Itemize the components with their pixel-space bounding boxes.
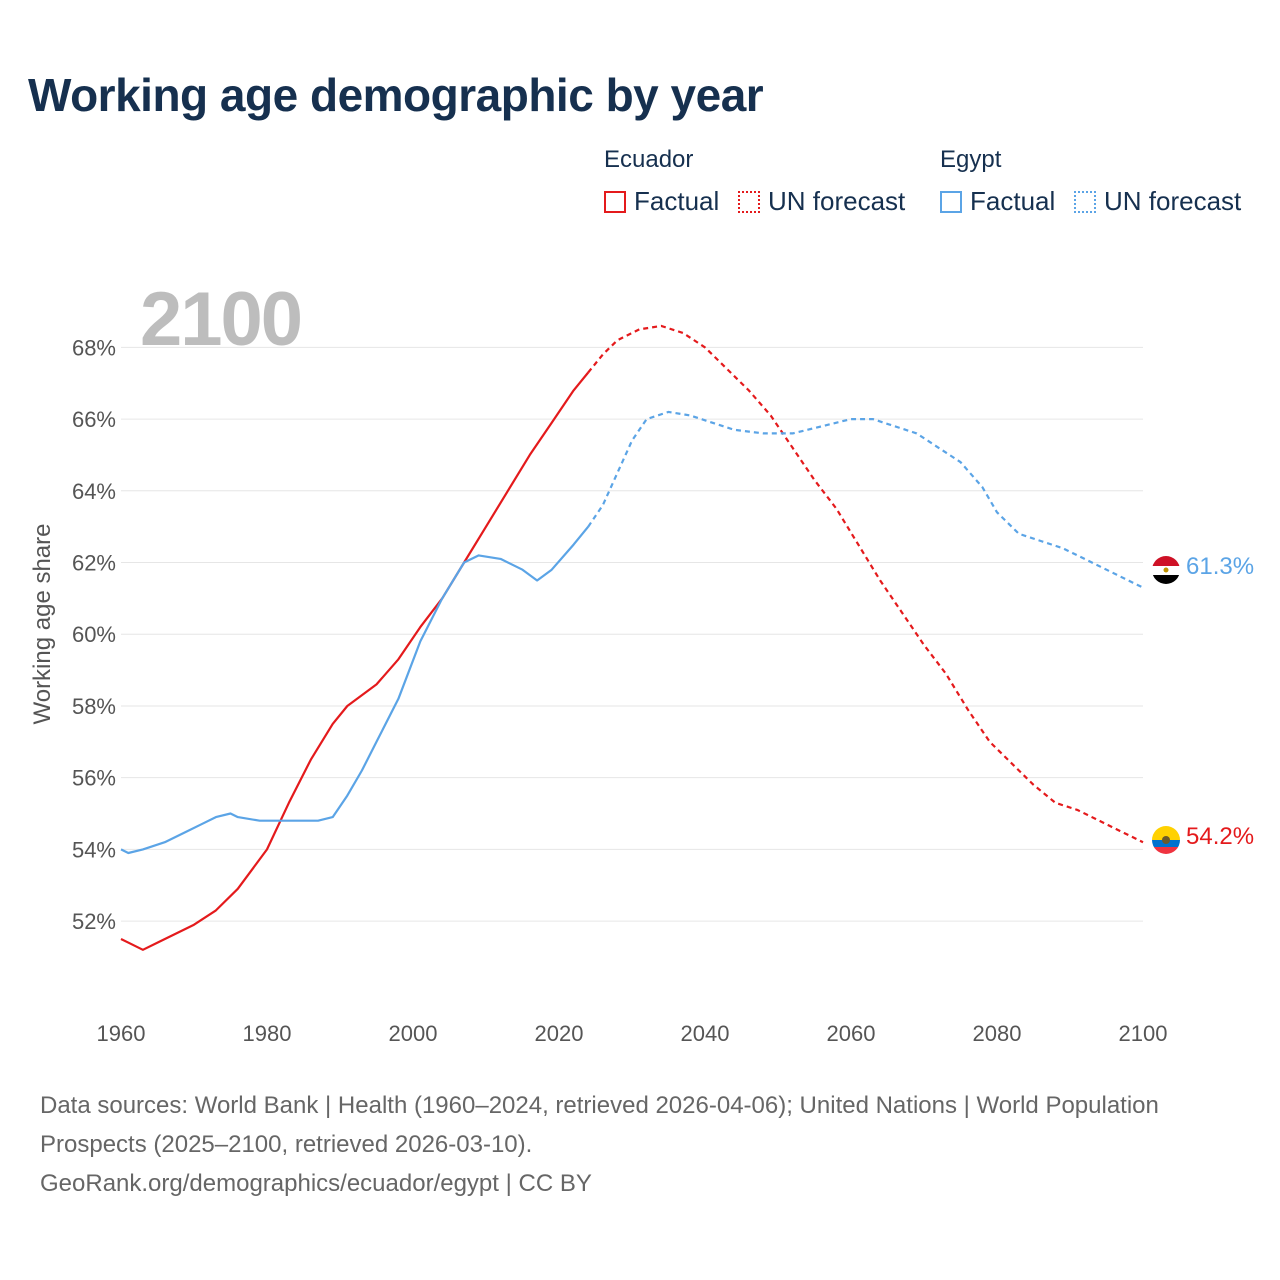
legend-ecuador-forecast-label: UN forecast [768, 186, 906, 216]
ecuador-forecast-line [587, 324, 1144, 844]
legend-ecuador-factual-label: Factual [634, 186, 720, 216]
credit-link[interactable]: GeoRank.org/demographics/ecuador/egypt |… [40, 1170, 592, 1197]
x-tick-label: 2020 [535, 1021, 584, 1046]
legend-group-ecuador: Ecuador [604, 146, 694, 173]
legend-swatch-dotted-icon [1074, 190, 1096, 213]
legend-egypt-factual[interactable]: Factual [940, 186, 1055, 217]
y-tick-label: 60% [72, 622, 116, 647]
series-lines [120, 324, 1144, 951]
y-tick-label: 58% [72, 694, 116, 719]
y-tick-label: 68% [72, 335, 116, 360]
x-tick-label: 2080 [973, 1021, 1022, 1046]
y-tick-label: 62% [72, 551, 116, 576]
x-tick-label: 1980 [243, 1021, 292, 1046]
legend-egypt-forecast[interactable]: UN forecast [1074, 186, 1241, 217]
chart-title: Working age demographic by year [28, 69, 764, 121]
legend-swatch-dotted-icon [738, 190, 760, 213]
legend-group-egypt: Egypt [940, 146, 1002, 173]
legend-egypt-forecast-label: UN forecast [1104, 186, 1242, 216]
y-tick-label: 52% [72, 909, 116, 934]
x-tick-label: 1960 [97, 1021, 146, 1046]
x-tick-label: 2060 [827, 1021, 876, 1046]
ecuador-end-value: 54.2% [1186, 823, 1255, 850]
year-display: 2100 [140, 277, 303, 362]
legend-egypt-factual-label: Factual [970, 186, 1056, 216]
y-tick-label: 56% [72, 766, 116, 791]
egypt-forecast-line [587, 410, 1144, 589]
x-axis-ticks: 1960 1980 2000 2020 2040 2060 2080 2100 [97, 1021, 1168, 1046]
egypt-flag-icon [1152, 556, 1180, 584]
egypt-factual-line [120, 526, 590, 855]
legend-swatch-solid-icon [604, 190, 626, 213]
footer: Data sources: World Bank | Health (1960–… [40, 1086, 1200, 1203]
y-tick-label: 54% [72, 837, 116, 862]
data-sources: Data sources: World Bank | Health (1960–… [40, 1092, 1159, 1158]
gridlines [121, 346, 1143, 922]
y-tick-label: 66% [72, 407, 116, 432]
x-tick-label: 2040 [681, 1021, 730, 1046]
x-tick-label: 2000 [389, 1021, 438, 1046]
ecuador-factual-line [120, 371, 590, 951]
y-tick-label: 64% [72, 479, 116, 504]
legend-swatch-solid-icon [940, 190, 962, 213]
egypt-end-value: 61.3% [1186, 553, 1255, 580]
legend-ecuador-forecast[interactable]: UN forecast [738, 186, 905, 217]
x-tick-label: 2100 [1119, 1021, 1168, 1046]
legend-ecuador-factual[interactable]: Factual [604, 186, 719, 217]
y-axis-ticks: 52% 54% 56% 58% 60% 62% 64% 66% 68% [72, 335, 116, 934]
y-axis-label: Working age share [29, 524, 56, 725]
ecuador-flag-icon [1152, 826, 1180, 854]
